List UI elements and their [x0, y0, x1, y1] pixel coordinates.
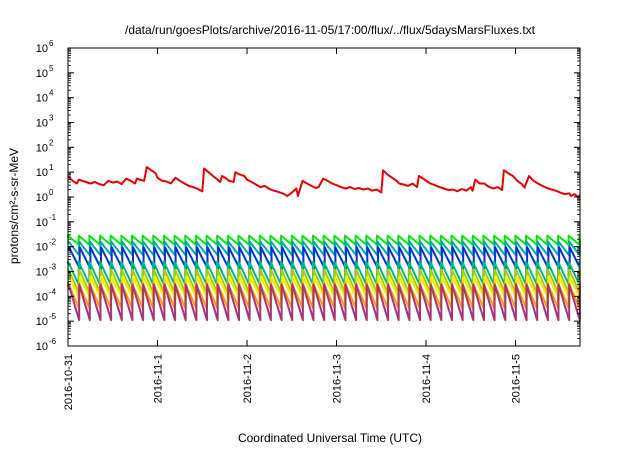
y-tick-exponent: 4	[49, 89, 54, 98]
y-tick-label: 10	[36, 68, 48, 80]
y-tick-exponent: -5	[49, 312, 57, 321]
y-tick-exponent: 2	[49, 138, 54, 147]
x-tick-label: 2016-10-31	[63, 354, 75, 410]
series-layer	[67, 166, 581, 322]
y-tick-exponent: 0	[49, 188, 54, 197]
series-line-7	[67, 281, 581, 309]
y-tick-exponent: 5	[49, 64, 54, 73]
y-tick-exponent: 1	[49, 163, 54, 172]
y-tick-label: 10	[36, 93, 48, 105]
y-tick-label: 10	[36, 43, 48, 55]
x-tick-label: 2016-11-3	[332, 354, 344, 403]
y-tick-label: 10	[36, 142, 48, 154]
y-tick-exponent: -6	[49, 337, 57, 346]
y-tick-label: 10	[36, 341, 48, 353]
y-tick-exponent: -2	[49, 238, 57, 247]
y-tick-label: 10	[36, 316, 48, 328]
y-tick-exponent: -4	[49, 287, 57, 296]
y-tick-label: 10	[36, 267, 48, 279]
x-tick-label: 2016-11-4	[421, 354, 433, 403]
series-line-red	[67, 166, 581, 198]
x-axis-label: Coordinated Universal Time (UTC)	[238, 431, 422, 445]
series-line-8	[67, 283, 581, 322]
y-tick-label: 10	[36, 217, 48, 229]
y-tick-label: 10	[36, 242, 48, 254]
chart-title: /data/run/goesPlots/archive/2016-11-05/1…	[125, 23, 536, 37]
y-tick-label: 10	[36, 167, 48, 179]
y-tick-exponent: 3	[49, 114, 54, 123]
y-axis-label: protons/cm²-s-sr-MeV	[7, 148, 21, 264]
x-tick-label: 2016-11-5	[511, 354, 523, 403]
y-tick-label: 10	[36, 118, 48, 130]
x-tick-label: 2016-11-1	[153, 354, 165, 403]
series-line-5	[67, 268, 581, 295]
series-line-2	[67, 240, 581, 257]
series-line-1	[67, 234, 581, 246]
y-tick-exponent: -3	[49, 263, 57, 272]
y-tick-exponent: 6	[49, 39, 54, 48]
y-tick-exponent: -1	[49, 213, 57, 222]
series-line-4	[67, 260, 581, 286]
x-tick-label: 2016-11-2	[242, 354, 254, 403]
y-tick-label: 10	[36, 192, 48, 204]
y-tick-label: 10	[36, 291, 48, 303]
